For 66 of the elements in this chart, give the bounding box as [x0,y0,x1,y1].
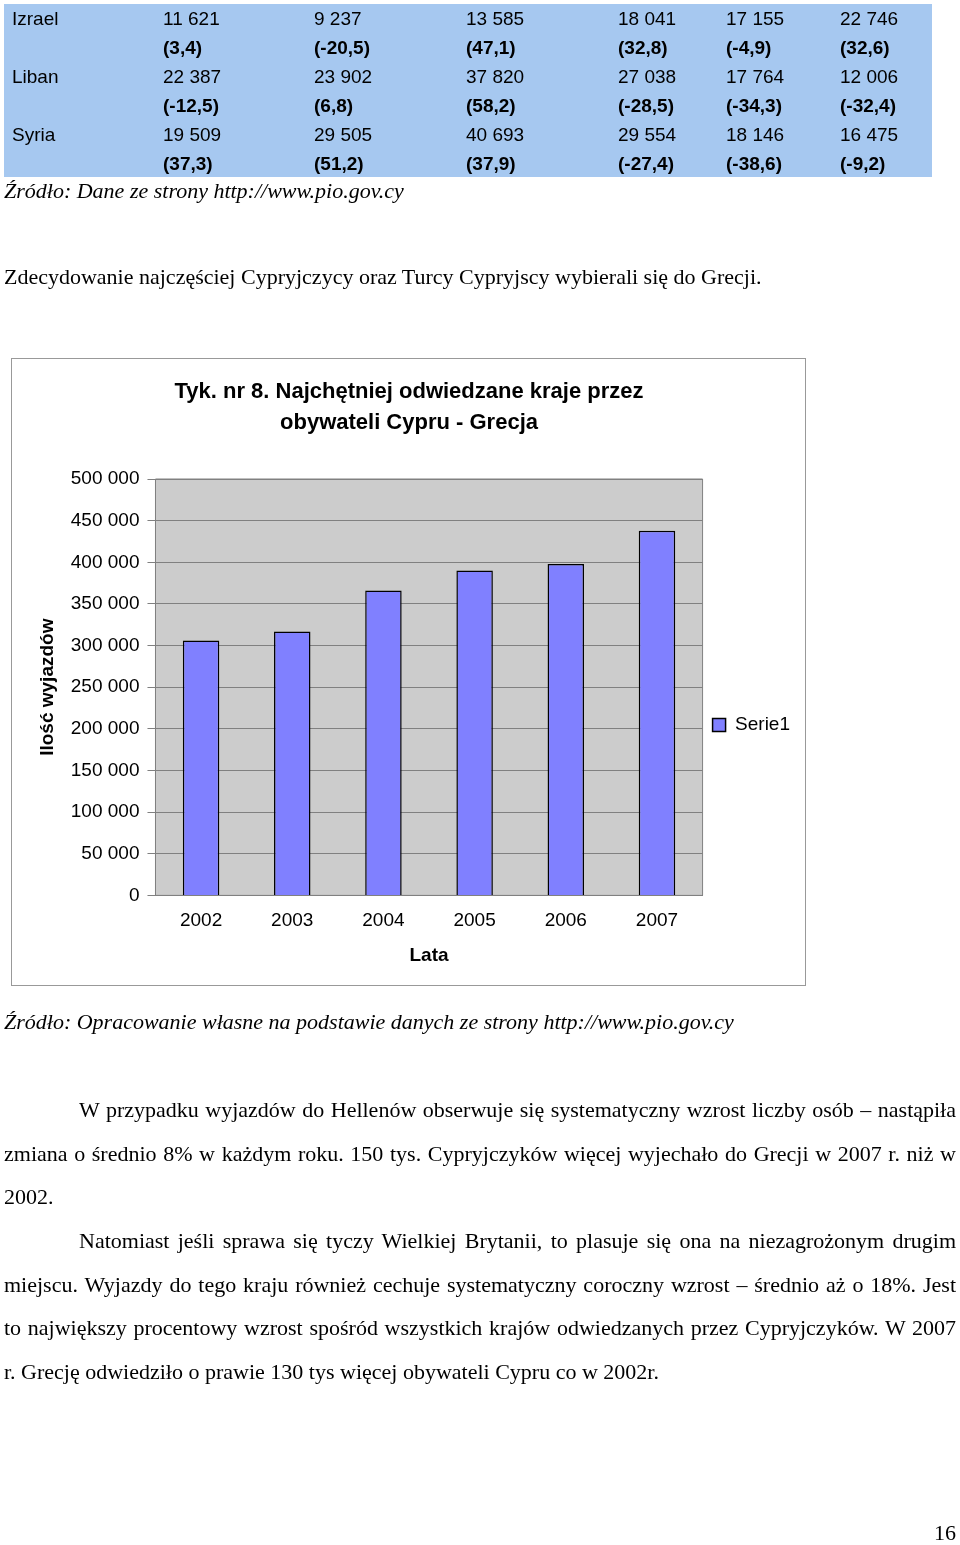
text: (32,8) [618,37,668,59]
text: 18 041 [618,8,677,30]
text: (-27,4) [618,153,674,175]
text: 9 237 [314,8,362,30]
text: (-12,5) [163,95,219,117]
x-tick-label: 2007 [635,909,679,931]
x-tick-label: 2006 [544,909,587,931]
x-tick-label: 2002 [179,909,223,931]
text: Źródło: Opracowanie własne na podstawie danych ze strony http://www.pio.gov.cy [4,1009,734,1035]
y-axis-title: Ilość wyjazdów [35,618,57,756]
text: Natomiast jeśli sprawa się tyczy Wielkiej Brytanii, to plasuje się ona na niezagrożonym drugim miejscu. Wyjazdy do tego kraju również cechuje systematyczny coroczny wzrost – średnio aż o 18%. Jest to największy procentowy wzrost spośród wszystkich krajów odwiedzanych przez Cypryjczyków. W 2007 r. Grecję odwiedziło o prawie 130 tys więcej obywateli Cypru co w 2002r. [4,1227,956,1386]
text: (47,1) [466,37,516,59]
text: (32,6) [840,37,890,59]
text: 40 693 [466,124,525,146]
x-tick-label: 2003 [271,909,314,931]
y-tick-label: 200 000 [70,717,140,739]
legend-label: Serie1 [735,713,790,735]
text: 19 509 [163,124,222,146]
text: 11 621 [163,8,220,30]
text: Syria [12,124,56,146]
text: (3,4) [163,37,203,59]
text: 12 006 [840,66,899,88]
text: 13 585 [466,8,525,30]
y-tick-label: 250 000 [70,675,140,697]
text: Źródło: Dane ze strony http://www.pio.gov.cy [4,178,404,204]
text: 27 038 [618,66,677,88]
x-tick-label: 2005 [453,909,496,931]
y-tick-label: 150 000 [70,758,140,780]
y-tick-label: 50 000 [81,841,140,863]
y-tick-label: 350 000 [70,592,140,614]
text: (-32,4) [840,95,896,117]
y-tick-label: 500 000 [70,467,140,489]
text: (-28,5) [618,95,674,117]
text: Zdecydowanie najczęściej Cypryjczycy oraz Turcy Cypryjscy wybierali się do Grecji. [4,264,762,290]
text: 23 902 [314,66,373,88]
text: 22 387 [163,66,222,88]
text: (6,8) [314,95,354,117]
y-tick-label: 0 [128,883,140,905]
text: 16 475 [840,124,899,146]
x-tick-label: 2004 [362,909,405,931]
text: (-34,3) [726,95,782,117]
text: Izrael [12,8,59,30]
text: 29 554 [618,124,677,146]
text: 29 505 [314,124,373,146]
text: Liban [12,66,59,88]
text: 18 146 [726,124,785,146]
text: 17 155 [726,8,785,30]
text: (-9,2) [840,153,886,175]
text: (37,3) [163,153,213,175]
text: (-38,6) [726,153,782,175]
text: 16 [934,1520,956,1545]
text: (-4,9) [726,37,772,59]
text: (-20,5) [314,37,370,59]
text: (37,9) [466,153,516,175]
y-tick-label: 100 000 [70,800,140,822]
text: 22 746 [840,8,899,30]
text: 17 764 [726,66,785,88]
y-tick-label: 300 000 [70,633,140,655]
text: (58,2) [466,95,516,117]
text: W przypadku wyjazdów do Hellenów obserwuje się systematyczny wzrost liczby osób – nastąpiła zmiana o średnio 8% w każdym roku. 150 tys. Cypryjczyków więcej wyjechało do Grecji w 2007 r. niż w 2002. [4,1096,956,1211]
y-tick-label: 450 000 [70,508,140,530]
y-tick-label: 400 000 [70,550,140,572]
text: 37 820 [466,66,525,88]
x-axis-title: Lata [409,943,449,965]
text: (51,2) [314,153,364,175]
chart-title: Tyk. nr 8. Najchętniej odwiedzane kraje przez obywateli Cypru - Grecja [173,377,645,436]
